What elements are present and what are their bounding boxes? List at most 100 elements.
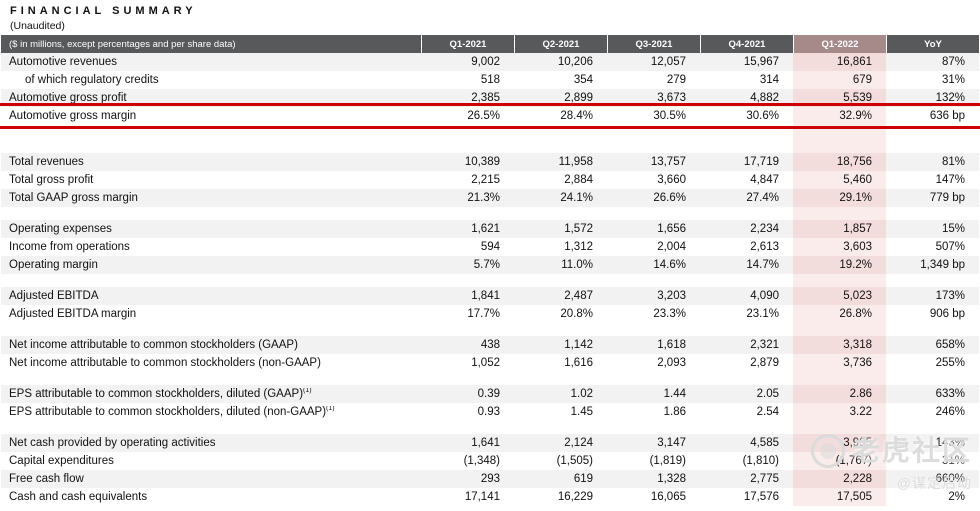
row-label: Net income attributable to common stockh… [9, 357, 321, 369]
value-cell: (1,810) [742, 455, 779, 467]
value-cell-highlighted-column: 679 [793, 71, 886, 89]
column-header-q1-2021: Q1-2021 [421, 35, 514, 53]
value-cell: 31% [941, 455, 965, 467]
value-cell: 21.3% [467, 192, 500, 204]
value-cell: 2,879 [750, 357, 779, 369]
value-cell: 1,656 [657, 223, 686, 235]
value-cell: 15,967 [743, 56, 779, 68]
footnote-marker: (1) [326, 406, 335, 413]
value-cell: 16,065 [650, 491, 686, 503]
value-cell: 1,572 [564, 223, 593, 235]
value-cell: 2.05 [756, 388, 779, 400]
column-header-q4-2021: Q4-2021 [700, 35, 793, 53]
value-cell-highlighted-column: (1,767) [793, 452, 886, 470]
value-cell [886, 372, 979, 385]
value-cell: 619 [573, 473, 593, 485]
value-cell-highlighted-column: 1,857 [793, 220, 886, 238]
table-row: Total gross profit 2,215 2,884 3,660 4,847 5,… [1, 171, 979, 189]
value-cell: 17,719 [743, 156, 779, 168]
value-cell: 594 [480, 241, 500, 253]
value-cell-highlighted-column [793, 207, 886, 220]
value-cell: 2,093 [657, 357, 686, 369]
financial-summary-table: ($ in millions, except percentages and p… [0, 35, 980, 506]
table-row: Income from operations 594 1,312 2,004 2,613… [1, 238, 979, 256]
value-cell: 0.93 [477, 406, 500, 418]
value-cell-highlighted-column: 3,603 [793, 238, 886, 256]
table-row: Cash and cash equivalents 17,141 16,229 16,… [1, 488, 979, 506]
value-cell: 10,389 [464, 156, 500, 168]
value-cell [700, 207, 793, 220]
table-row-annotated: Automotive gross margin 26.5% 28.4% 30.5% 30… [0, 103, 980, 129]
value-cell: 1,142 [564, 339, 593, 351]
value-cell: 23.1% [746, 308, 779, 320]
value-cell: 1,312 [564, 241, 593, 253]
value-cell: 2,124 [564, 437, 593, 449]
value-cell: 1,349 bp [920, 259, 965, 271]
value-cell: 1.44 [663, 388, 686, 400]
row-label: of which regulatory credits [25, 74, 159, 86]
value-cell: 31% [941, 74, 965, 86]
value-cell: (1,348) [463, 455, 500, 467]
table-row: Free cash flow 293 619 1,328 2,775 2,228 660% [1, 470, 979, 488]
value-cell: 0.39 [477, 388, 500, 400]
row-label: Capital expenditures [9, 455, 114, 467]
value-cell: 779 bp [929, 192, 965, 204]
value-cell: 660% [935, 473, 965, 485]
value-cell [514, 274, 607, 287]
row-label: EPS attributable to common stockholders,… [9, 388, 312, 400]
value-cell: 279 [666, 74, 686, 86]
value-cell [886, 323, 979, 336]
value-cell-highlighted-column: 3,736 [793, 354, 886, 372]
value-cell [886, 421, 979, 434]
value-cell-highlighted-column [793, 323, 886, 336]
value-cell: 518 [480, 74, 500, 86]
value-cell-highlighted-column: 5,460 [793, 171, 886, 189]
value-cell-highlighted-column [793, 274, 886, 287]
value-cell: 246% [935, 406, 965, 418]
value-cell: 10,206 [557, 56, 593, 68]
value-cell [607, 274, 700, 287]
value-cell: 3,673 [657, 92, 686, 104]
row-label: Net cash provided by operating activitie… [9, 437, 216, 449]
row-label: Income from operations [9, 241, 130, 253]
value-cell: 354 [573, 74, 593, 86]
value-cell: 1,621 [471, 223, 500, 235]
table-row: Operating margin 5.7% 11.0% 14.6% 14.7% 19.2%… [1, 256, 979, 274]
value-cell: 143% [935, 437, 965, 449]
value-cell: 147% [935, 174, 965, 186]
row-label: Cash and cash equivalents [9, 491, 148, 503]
value-cell: 4,585 [750, 437, 779, 449]
value-cell: 1.02 [570, 388, 593, 400]
value-cell: 173% [935, 290, 965, 302]
value-cell: 15% [941, 223, 965, 235]
value-cell: 26.5% [467, 110, 500, 122]
column-header-q2-2021: Q2-2021 [514, 35, 607, 53]
value-cell-highlighted-column: 17,505 [793, 488, 886, 506]
page-subtitle: (Unaudited) [10, 20, 65, 32]
row-label: Automotive gross profit [9, 92, 127, 104]
value-cell: 314 [759, 74, 779, 86]
value-cell [607, 421, 700, 434]
value-cell: 16,229 [557, 491, 593, 503]
value-cell [514, 323, 607, 336]
value-cell [421, 323, 514, 336]
table-row: of which regulatory credits 518 354 279 314 6… [1, 71, 979, 89]
value-cell [886, 125, 979, 153]
value-cell-highlighted-column: 19.2% [793, 256, 886, 274]
value-cell [421, 372, 514, 385]
value-cell: 2,775 [750, 473, 779, 485]
value-cell-highlighted-column: 3,318 [793, 336, 886, 354]
value-cell: 9,002 [471, 56, 500, 68]
value-cell: 24.1% [560, 192, 593, 204]
column-header-yoy: YoY [886, 35, 979, 53]
value-cell [700, 274, 793, 287]
value-cell [700, 125, 793, 153]
value-cell [514, 372, 607, 385]
value-cell: 3,660 [657, 174, 686, 186]
table-row: Adjusted EBITDA 1,841 2,487 3,203 4,090 5,023… [1, 287, 979, 305]
value-cell: 2.54 [756, 406, 779, 418]
value-cell-highlighted-column: 5,023 [793, 287, 886, 305]
row-label: Automotive gross margin [9, 110, 137, 122]
value-cell: 26.6% [653, 192, 686, 204]
value-cell: 4,090 [750, 290, 779, 302]
